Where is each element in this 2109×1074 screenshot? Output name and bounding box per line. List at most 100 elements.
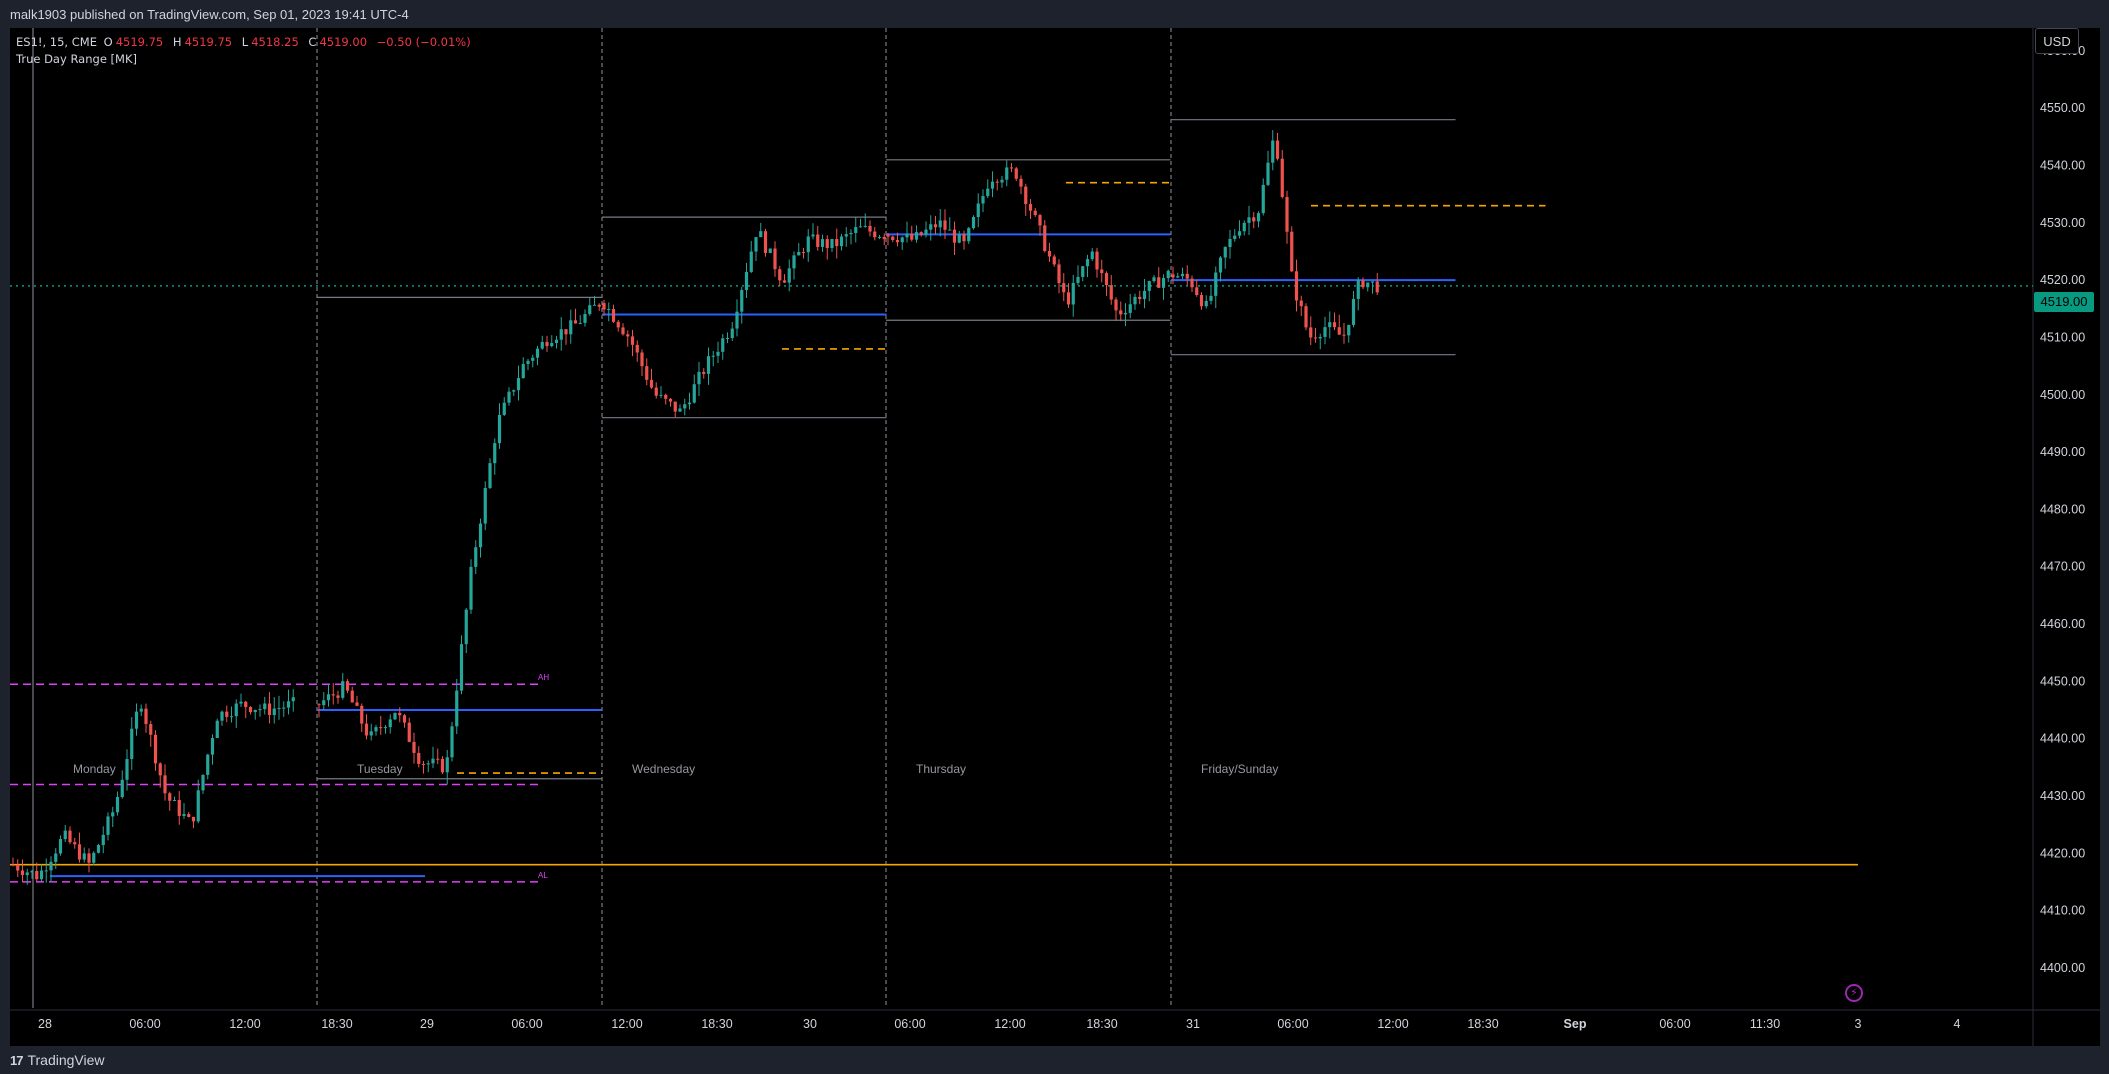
candle-body	[115, 797, 120, 813]
candle-body	[158, 763, 162, 776]
y-tick-label: 4500.00	[2040, 388, 2085, 402]
candle-body	[1019, 178, 1023, 187]
candle-body	[645, 366, 649, 380]
candle-body	[967, 228, 971, 242]
candle-body	[1157, 277, 1161, 288]
candle-body	[106, 816, 110, 835]
candle-body	[602, 303, 606, 310]
candle-body	[521, 364, 525, 379]
last-price-badge: 4519.00	[2034, 292, 2094, 312]
candle-body	[35, 871, 39, 880]
candle-body	[421, 763, 426, 765]
x-tick-label: 12:00	[994, 1017, 1025, 1031]
candle-body	[1271, 140, 1275, 163]
day-label: Thursday	[916, 762, 966, 776]
candle-body	[398, 712, 402, 716]
candle-body	[49, 861, 53, 871]
candle-body	[272, 708, 276, 716]
candle-body	[1171, 274, 1175, 278]
x-tick-label: 06:00	[129, 1017, 160, 1031]
candle-body	[952, 229, 957, 243]
candle-body	[550, 343, 554, 347]
candle-body	[68, 830, 72, 843]
candle-body	[816, 234, 820, 247]
candle-body	[1370, 281, 1375, 283]
candle-body	[1332, 322, 1337, 328]
chart-area[interactable]: 4560.004550.004540.004530.004520.004510.…	[10, 28, 2100, 1046]
high-label: H	[172, 35, 182, 49]
candle-body	[797, 251, 801, 256]
candle-body	[697, 371, 701, 385]
candle-body	[277, 708, 281, 710]
x-tick-label: Sep	[1564, 1017, 1587, 1031]
candle-body	[1294, 271, 1299, 301]
candle-body	[1138, 296, 1142, 300]
candle-body	[459, 644, 464, 691]
candle-body	[20, 870, 25, 876]
candle-body	[445, 757, 449, 773]
candle-body	[39, 870, 44, 880]
candle-body	[286, 701, 291, 708]
candle-body	[981, 196, 985, 204]
candle-body	[25, 872, 29, 876]
candle-body	[659, 394, 663, 396]
candle-body	[1280, 158, 1284, 197]
candle-body	[493, 443, 497, 464]
session-marker-label: AH	[538, 673, 549, 682]
candle-body	[778, 269, 782, 281]
candle-body	[943, 220, 947, 230]
x-tick-label: 18:30	[701, 1017, 732, 1031]
candle-body	[402, 715, 407, 723]
candle-body	[545, 341, 549, 347]
candle-body	[1247, 217, 1251, 223]
x-tick-label: 31	[1186, 1017, 1200, 1031]
candle-body	[30, 871, 34, 873]
candle-body	[1071, 282, 1075, 305]
candle-body	[787, 268, 791, 283]
candle-body	[73, 842, 77, 845]
x-tick-label: 06:00	[894, 1017, 925, 1031]
candle-body	[201, 774, 205, 791]
candle-body	[134, 711, 139, 729]
candle-body	[87, 853, 91, 863]
x-tick-label: 3	[1855, 1017, 1862, 1031]
candlestick-chart[interactable]: 4560.004550.004540.004530.004520.004510.…	[10, 28, 2100, 1046]
x-tick-label: 12:00	[1377, 1017, 1408, 1031]
candle-body	[1209, 295, 1213, 301]
candle-body	[1142, 290, 1147, 300]
candle-body	[1356, 280, 1360, 299]
candle-body	[849, 232, 853, 235]
publish-info: malk1903 published on TradingView.com, S…	[10, 7, 409, 22]
lightning-icon[interactable]: ⚡	[1845, 984, 1863, 1002]
candle-body	[92, 852, 96, 863]
candle-body	[1285, 196, 1289, 232]
candle-body	[948, 229, 952, 231]
candle-body	[895, 240, 900, 243]
y-tick-label: 4460.00	[2040, 617, 2085, 631]
candle-body	[111, 812, 115, 817]
candle-body	[914, 232, 919, 240]
candle-body	[986, 188, 990, 197]
candle-body	[1033, 210, 1037, 216]
candle-body	[854, 227, 858, 233]
candle-body	[1090, 251, 1094, 260]
tradingview-logo[interactable]: 17 TradingView	[10, 1052, 105, 1068]
candle-body	[1233, 235, 1237, 239]
candle-body	[1085, 259, 1090, 267]
footer-bar: 17 TradingView	[0, 1046, 2109, 1074]
candle-body	[1309, 327, 1313, 338]
candle-body	[687, 402, 692, 405]
y-tick-label: 4470.00	[2040, 560, 2085, 574]
symbol-label[interactable]: ES1!, 15, CME	[16, 35, 97, 49]
y-tick-label: 4430.00	[2040, 789, 2085, 803]
candle-body	[1128, 304, 1132, 313]
indicator-label[interactable]: True Day Range [MK]	[16, 52, 137, 66]
candle-body	[125, 759, 129, 780]
open-label: O	[103, 35, 113, 49]
candle-body	[1005, 167, 1009, 180]
candle-body	[531, 357, 535, 361]
candle-body	[96, 845, 101, 853]
candle-body	[267, 703, 272, 716]
candle-body	[220, 711, 224, 721]
currency-button[interactable]: USD	[2035, 28, 2079, 54]
